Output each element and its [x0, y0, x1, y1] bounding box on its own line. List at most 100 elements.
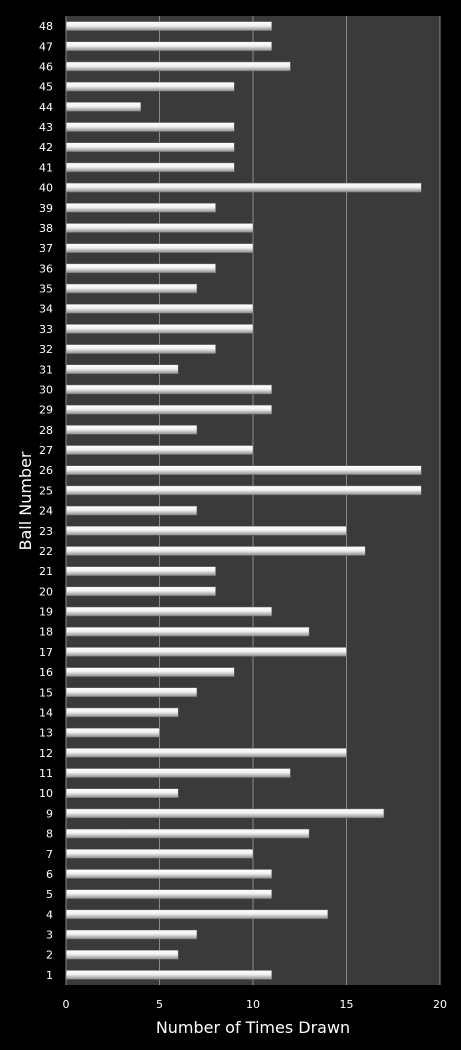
bar-ball-19	[65, 606, 272, 617]
bar-ball-22	[65, 546, 366, 556]
bar-ball-34	[65, 303, 254, 314]
bar-ball-41	[65, 162, 235, 173]
bar-ball-17	[65, 647, 347, 657]
bar-ball-2	[65, 949, 179, 960]
x-tick-label: 15	[340, 998, 354, 1011]
bar-ball-9	[65, 808, 385, 819]
y-tick-label: 37	[39, 242, 53, 255]
bar-ball-38	[65, 223, 254, 233]
y-tick-label: 39	[39, 202, 53, 215]
bar-ball-42	[65, 142, 235, 152]
bar-ball-37	[65, 243, 254, 253]
y-tick-label: 31	[39, 363, 53, 376]
bar-ball-18	[65, 626, 310, 637]
bar-ball-31	[65, 364, 179, 375]
y-tick-label: 20	[39, 585, 53, 598]
bar-ball-48	[65, 21, 272, 31]
bar-ball-25	[65, 485, 422, 496]
bar-ball-28	[65, 425, 198, 435]
y-tick-label: 40	[39, 182, 53, 195]
y-tick-label: 45	[39, 81, 53, 94]
bar-ball-15	[65, 687, 198, 698]
y-tick-label: 7	[46, 848, 53, 861]
bar-ball-11	[65, 768, 291, 778]
bar-ball-14	[65, 707, 179, 718]
y-tick-label: 18	[39, 626, 53, 639]
y-tick-label: 12	[39, 747, 53, 760]
bar-ball-5	[65, 889, 272, 899]
bar-ball-1	[65, 970, 272, 980]
y-tick-label: 35	[39, 283, 53, 296]
y-tick-label: 42	[39, 141, 53, 154]
y-tick-label: 44	[39, 101, 53, 114]
bar-ball-13	[65, 727, 160, 738]
y-tick-label: 21	[39, 565, 53, 578]
bar-ball-40	[65, 182, 422, 193]
y-axis-title: Ball Number	[16, 451, 35, 550]
y-tick-label: 19	[39, 606, 53, 619]
y-tick-label: 38	[39, 222, 53, 235]
bar-ball-33	[65, 324, 254, 334]
bar-ball-44	[65, 102, 142, 112]
y-tick-label: 1	[46, 969, 53, 982]
y-tick-label: 17	[39, 646, 53, 659]
bar-ball-39	[65, 203, 216, 213]
bar-ball-23	[65, 526, 347, 536]
bar-ball-7	[65, 849, 254, 859]
y-tick-label: 10	[39, 787, 53, 800]
y-tick-label: 43	[39, 121, 53, 134]
x-axis-title: Number of Times Drawn	[156, 1018, 350, 1037]
bar-ball-35	[65, 283, 198, 294]
y-tick-label: 9	[46, 807, 53, 820]
x-tick-labels: 0 5 10 15 20	[63, 998, 448, 1011]
bar-ball-32	[65, 344, 216, 354]
x-tick-label: 0	[63, 998, 70, 1011]
bar-ball-12	[65, 748, 347, 758]
bar-ball-43	[65, 122, 235, 132]
bar-ball-27	[65, 445, 254, 455]
y-tick-label: 46	[39, 60, 53, 73]
y-tick-label: 15	[39, 686, 53, 699]
bar-ball-3	[65, 929, 198, 940]
bar-ball-16	[65, 667, 235, 677]
y-tick-label: 6	[46, 868, 53, 881]
bar-ball-46	[65, 61, 291, 72]
bar-ball-45	[65, 81, 235, 92]
y-tick-label: 36	[39, 262, 53, 275]
bar-ball-26	[65, 465, 422, 475]
y-tick-label: 30	[39, 383, 53, 396]
y-tick-label: 3	[46, 929, 53, 942]
y-tick-label: 29	[39, 404, 53, 417]
y-tick-label: 47	[39, 40, 53, 53]
x-tick-label: 5	[156, 998, 163, 1011]
gridlines	[159, 16, 441, 985]
bar-ball-20	[65, 586, 216, 597]
bar-ball-36	[65, 263, 216, 274]
bar-ball-24	[65, 505, 198, 516]
bar-ball-4	[65, 909, 329, 920]
y-tick-label: 8	[46, 828, 53, 841]
y-tick-label: 13	[39, 727, 53, 740]
y-tick-label: 34	[39, 303, 53, 316]
y-tick-label: 11	[39, 767, 53, 780]
y-tick-label: 23	[39, 525, 53, 538]
bars	[65, 21, 422, 980]
y-tick-label: 32	[39, 343, 53, 356]
y-tick-label: 5	[46, 888, 53, 901]
y-tick-label: 16	[39, 666, 53, 679]
bar-ball-6	[65, 869, 272, 879]
y-tick-label: 28	[39, 424, 53, 437]
bar-ball-47	[65, 41, 272, 52]
x-tick-label: 20	[433, 998, 447, 1011]
bar-ball-21	[65, 566, 216, 576]
y-tick-label: 2	[46, 949, 53, 962]
bar-ball-29	[65, 404, 272, 415]
y-tick-label: 33	[39, 323, 53, 336]
bar-ball-10	[65, 788, 179, 798]
y-tick-label: 26	[39, 464, 53, 477]
y-tick-label: 22	[39, 545, 53, 558]
y-tick-label: 24	[39, 505, 53, 518]
y-tick-labels: 1234567891011121314151617181920212223242…	[39, 20, 53, 982]
y-tick-label: 41	[39, 161, 53, 174]
